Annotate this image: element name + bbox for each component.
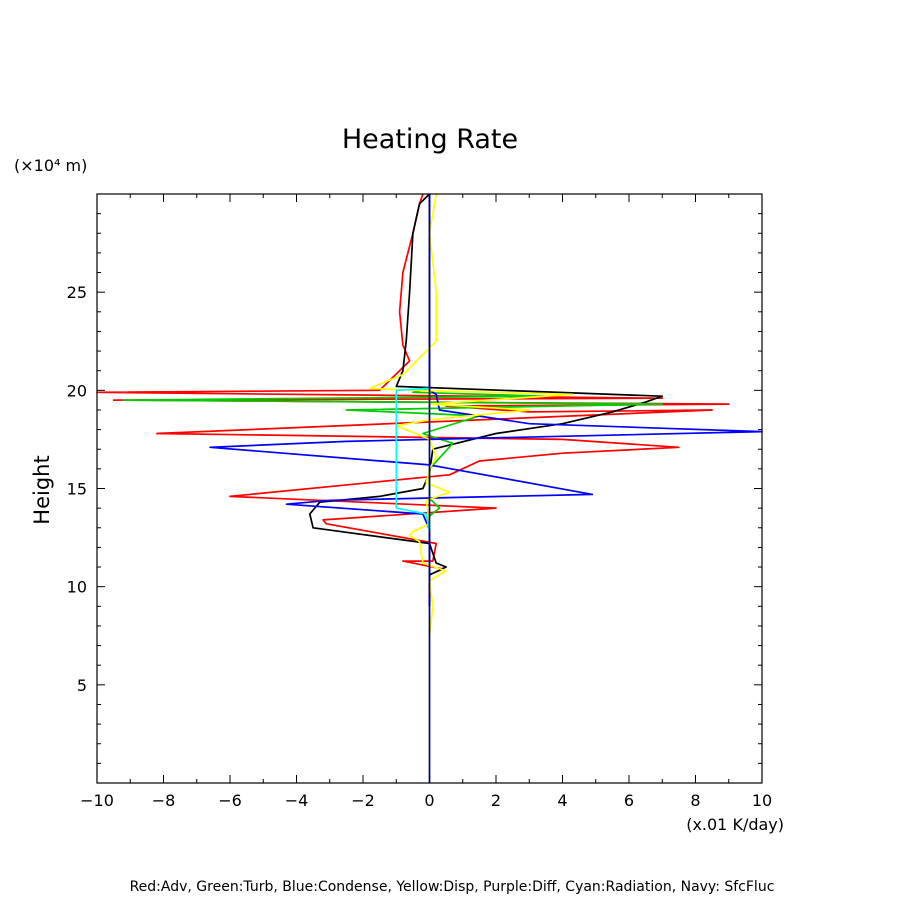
x-tick-label: −2 bbox=[351, 791, 375, 810]
chart-title: Heating Rate bbox=[342, 124, 518, 155]
series-line-6 bbox=[395, 387, 431, 532]
x-tick-label: 6 bbox=[624, 791, 634, 810]
x-tick-label: −4 bbox=[285, 791, 309, 810]
tick-layer: −10 −8 −6 −4 −2 0 2 4 6 8 10 5 10 15 20 25 bbox=[67, 194, 772, 810]
x-tick-label: −10 bbox=[80, 791, 114, 810]
x-tick-label: 8 bbox=[690, 791, 700, 810]
y-tick-label: 15 bbox=[67, 480, 87, 499]
y-tick-label: 5 bbox=[77, 676, 87, 695]
y-tick-label: 10 bbox=[67, 578, 87, 597]
legend-text: Red:Adv, Green:Turb, Blue:Condense, Yell… bbox=[130, 879, 775, 895]
y-unit-label: (×10⁴ m) bbox=[14, 156, 87, 175]
x-tick-label: −8 bbox=[152, 791, 176, 810]
series-line-1 bbox=[96, 193, 730, 607]
x-tick-label: −6 bbox=[218, 791, 242, 810]
x-tick-label: 0 bbox=[424, 791, 434, 810]
x-unit-label: (x.01 K/day) bbox=[686, 815, 784, 834]
series-line-2 bbox=[308, 193, 664, 607]
x-tick-label: 10 bbox=[752, 791, 772, 810]
x-tick-label: 2 bbox=[491, 791, 501, 810]
x-tick-label: 4 bbox=[557, 791, 567, 810]
y-tick-label: 20 bbox=[67, 381, 87, 400]
series-line-4 bbox=[209, 194, 763, 607]
series-line-5 bbox=[368, 193, 574, 636]
y-tick-label: 25 bbox=[67, 283, 87, 302]
plot-frame bbox=[96, 193, 763, 784]
series-layer bbox=[96, 193, 763, 783]
y-axis-label: Height bbox=[30, 455, 54, 524]
